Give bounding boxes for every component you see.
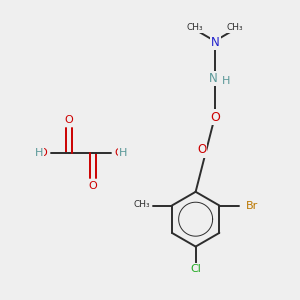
Text: O: O: [115, 148, 123, 158]
Text: CH₃: CH₃: [186, 23, 203, 32]
Text: O: O: [39, 148, 47, 158]
Text: N: N: [209, 72, 218, 85]
Text: N: N: [211, 36, 220, 49]
Text: CH₃: CH₃: [134, 200, 150, 209]
Text: O: O: [88, 181, 97, 191]
Text: H: H: [222, 76, 230, 86]
Text: H: H: [35, 148, 43, 158]
Text: O: O: [65, 115, 74, 125]
Text: CH₃: CH₃: [226, 23, 243, 32]
Text: O: O: [210, 110, 220, 124]
Text: H: H: [119, 148, 128, 158]
Text: Cl: Cl: [190, 264, 201, 274]
Text: Br: Br: [246, 200, 258, 211]
Text: O: O: [197, 143, 206, 157]
